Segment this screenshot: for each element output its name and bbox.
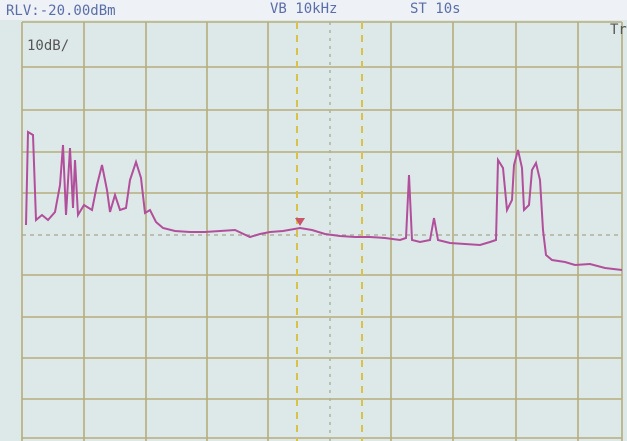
trace-label: Tr xyxy=(610,22,627,38)
sweep-time: ST 10s xyxy=(410,1,461,17)
status-bar xyxy=(0,0,627,20)
markers xyxy=(296,22,363,441)
video-bandwidth: VB 10kHz xyxy=(270,1,337,17)
trace xyxy=(25,130,623,271)
scale-label: 10dB/ xyxy=(27,38,69,54)
marker-triangle xyxy=(295,218,305,226)
ref-level: RLV:-20.00dBm xyxy=(6,3,116,19)
